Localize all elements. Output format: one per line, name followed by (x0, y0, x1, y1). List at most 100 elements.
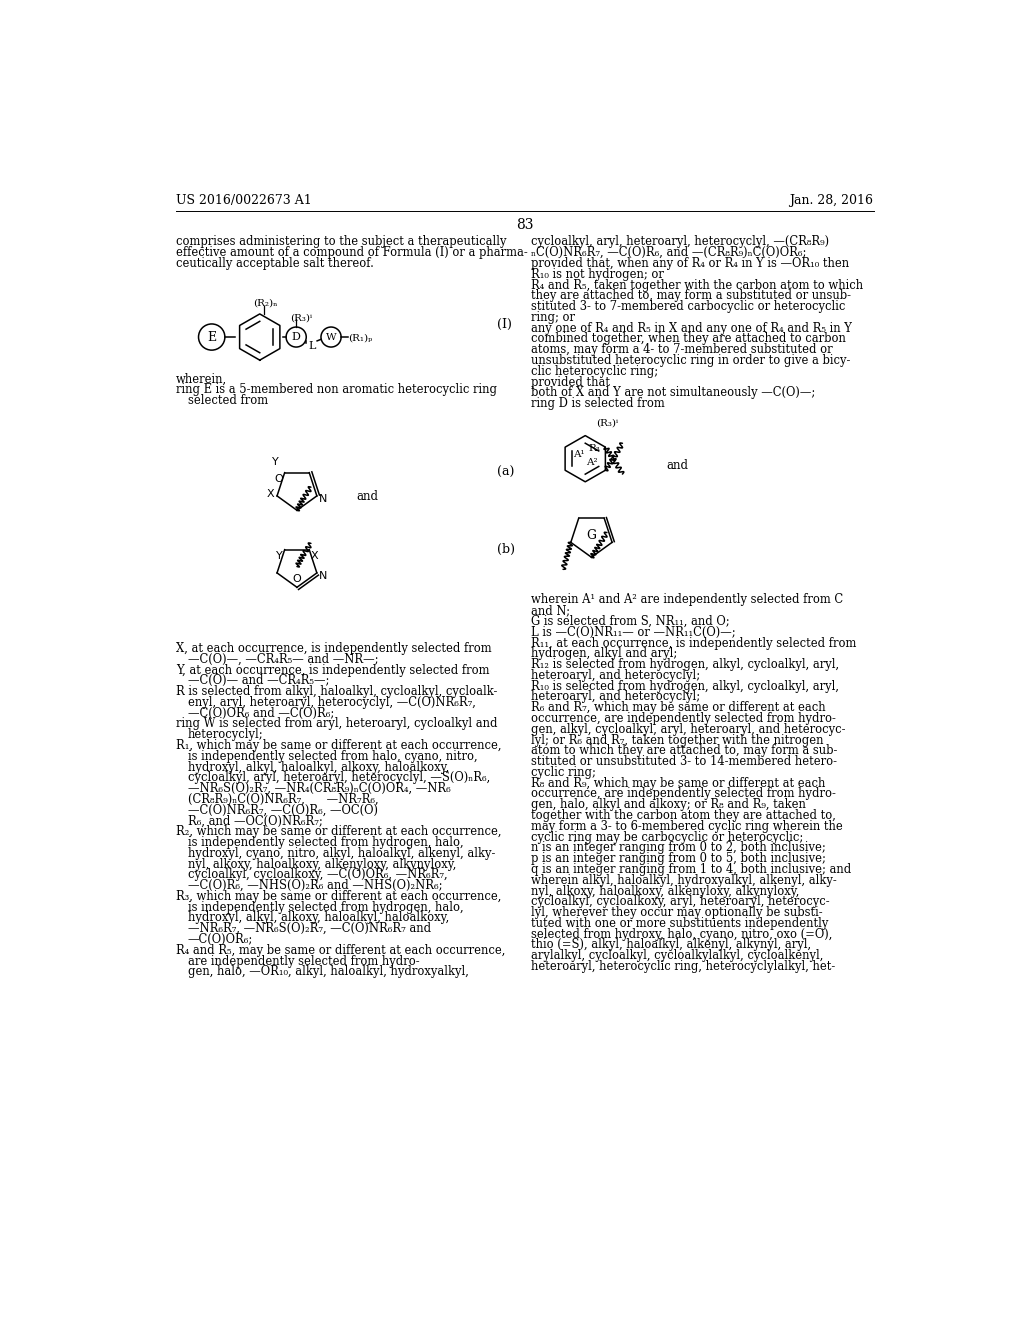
Text: ring W is selected from aryl, heteroaryl, cycloalkyl and: ring W is selected from aryl, heteroaryl… (176, 718, 498, 730)
Text: —C(O)NR₆R₇, —C(O)R₆, —OC(O): —C(O)NR₆R₇, —C(O)R₆, —OC(O) (187, 804, 378, 817)
Text: provided that: provided that (531, 376, 610, 388)
Text: R₁, which may be same or different at each occurrence,: R₁, which may be same or different at ea… (176, 739, 502, 752)
Text: comprises administering to the subject a therapeutically: comprises administering to the subject a… (176, 235, 507, 248)
Text: stituted or unsubstituted 3- to 14-membered hetero-: stituted or unsubstituted 3- to 14-membe… (531, 755, 837, 768)
Text: L is —C(O)NR₁₁— or —NR₁₁C(O)—;: L is —C(O)NR₁₁— or —NR₁₁C(O)—; (531, 626, 735, 639)
Text: arylalkyl, cycloalkyl, cycloalkylalkyl, cycloalkenyl,: arylalkyl, cycloalkyl, cycloalkylalkyl, … (531, 949, 823, 962)
Text: (I): (I) (497, 318, 512, 331)
Text: gen, halo, alkyl and alkoxy; or R₈ and R₉, taken: gen, halo, alkyl and alkoxy; or R₈ and R… (531, 799, 806, 812)
Text: hydroxyl, alkyl, haloalkyl, alkoxy, haloalkoxy,: hydroxyl, alkyl, haloalkyl, alkoxy, halo… (187, 760, 449, 774)
Text: A²: A² (586, 458, 597, 467)
Text: R₁₁, at each occurrence, is independently selected from: R₁₁, at each occurrence, is independentl… (531, 636, 856, 649)
Text: occurrence, are independently selected from hydro-: occurrence, are independently selected f… (531, 711, 836, 725)
Text: cyclic ring;: cyclic ring; (531, 766, 596, 779)
Text: cycloalkyl, aryl, heteroaryl, heterocyclyl, —S(O)ₙR₆,: cycloalkyl, aryl, heteroaryl, heterocycl… (187, 771, 489, 784)
Text: and: and (356, 490, 379, 503)
Text: (R₂)ₙ: (R₂)ₙ (254, 298, 279, 308)
Text: both of X and Y are not simultaneously —C(O)—;: both of X and Y are not simultaneously —… (531, 387, 815, 400)
Text: cycloalkyl, cycloalkoxy, —C(O)OR₆, —NR₆R₇,: cycloalkyl, cycloalkoxy, —C(O)OR₆, —NR₆R… (187, 869, 447, 882)
Text: are independently selected from hydro-: are independently selected from hydro- (187, 954, 419, 968)
Text: gen, alkyl, cycloalkyl, aryl, heteroaryl, and heterocyc-: gen, alkyl, cycloalkyl, aryl, heteroaryl… (531, 723, 846, 735)
Text: ring; or: ring; or (531, 312, 575, 323)
Text: X: X (267, 490, 274, 499)
Text: and: and (667, 459, 688, 471)
Text: atoms, may form a 4- to 7-membered substituted or: atoms, may form a 4- to 7-membered subst… (531, 343, 833, 356)
Text: q is an integer ranging from 1 to 4, both inclusive; and: q is an integer ranging from 1 to 4, bot… (531, 863, 851, 876)
Text: any one of R₄ and R₅ in X and any one of R₄ and R₅ in Y: any one of R₄ and R₅ in X and any one of… (531, 322, 852, 335)
Text: (b): (b) (497, 544, 515, 557)
Text: combined together, when they are attached to carbon: combined together, when they are attache… (531, 333, 846, 346)
Text: R₂, which may be same or different at each occurrence,: R₂, which may be same or different at ea… (176, 825, 502, 838)
Text: nyl, alkoxy, haloalkoxy, alkenyloxy, alkynyloxy,: nyl, alkoxy, haloalkoxy, alkenyloxy, alk… (531, 884, 800, 898)
Text: enyl, aryl, heteroaryl, heterocyclyl, —C(O)NR₆R₇,: enyl, aryl, heteroaryl, heterocyclyl, —C… (187, 696, 475, 709)
Text: wherein A¹ and A² are independently selected from C: wherein A¹ and A² are independently sele… (531, 594, 843, 606)
Text: may form a 3- to 6-membered cyclic ring wherein the: may form a 3- to 6-membered cyclic ring … (531, 820, 843, 833)
Text: R₁₀ is not hydrogen; or: R₁₀ is not hydrogen; or (531, 268, 664, 281)
Text: R₆, and —OC(O)NR₆R₇;: R₆, and —OC(O)NR₆R₇; (187, 814, 323, 828)
Text: G is selected from S, NR₁₁, and O;: G is selected from S, NR₁₁, and O; (531, 615, 730, 628)
Text: (a): (a) (497, 466, 514, 479)
Text: is independently selected from hydrogen, halo,: is independently selected from hydrogen,… (187, 836, 463, 849)
Text: R₁₀ is selected from hydrogen, alkyl, cycloalkyl, aryl,: R₁₀ is selected from hydrogen, alkyl, cy… (531, 680, 839, 693)
Text: (CR₈R₉)ₙC(O)NR₆R₇,      —NR₇R₆,: (CR₈R₉)ₙC(O)NR₆R₇, —NR₇R₆, (187, 793, 378, 807)
Text: hydroxyl, cyano, nitro, alkyl, haloalkyl, alkenyl, alky-: hydroxyl, cyano, nitro, alkyl, haloalkyl… (187, 847, 495, 859)
Text: lyl; or R₆ and R₇, taken together with the nitrogen: lyl; or R₆ and R₇, taken together with t… (531, 734, 823, 747)
Text: heterocyclyl;: heterocyclyl; (187, 729, 263, 742)
Text: R₁₂ is selected from hydrogen, alkyl, cycloalkyl, aryl,: R₁₂ is selected from hydrogen, alkyl, cy… (531, 659, 839, 671)
Text: lyl, wherever they occur may optionally be substi-: lyl, wherever they occur may optionally … (531, 906, 822, 919)
Text: cycloalkyl, aryl, heteroaryl, heterocyclyl, —(CR₈R₉): cycloalkyl, aryl, heteroaryl, heterocycl… (531, 235, 829, 248)
Text: occurrence, are independently selected from hydro-: occurrence, are independently selected f… (531, 788, 836, 800)
Text: Y: Y (275, 552, 283, 561)
Text: O: O (293, 574, 301, 585)
Text: Jan. 28, 2016: Jan. 28, 2016 (790, 194, 873, 207)
Text: (R₃)ⁱ: (R₃)ⁱ (596, 418, 618, 428)
Text: O: O (274, 474, 283, 484)
Text: heteroaryl, heterocyclic ring, heterocyclylalkyl, het-: heteroaryl, heterocyclic ring, heterocyc… (531, 960, 836, 973)
Text: selected from: selected from (187, 395, 268, 407)
Text: —C(O)—, —CR₄R₅— and —NR—;: —C(O)—, —CR₄R₅— and —NR—; (187, 653, 378, 665)
Text: R₄ and R₅, taken together with the carbon atom to which: R₄ and R₅, taken together with the carbo… (531, 279, 863, 292)
Text: R₃: R₃ (589, 444, 600, 453)
Text: and N;: and N; (531, 605, 570, 618)
Text: together with the carbon atom they are attached to,: together with the carbon atom they are a… (531, 809, 836, 822)
Text: is independently selected from halo, cyano, nitro,: is independently selected from halo, cya… (187, 750, 477, 763)
Text: heteroaryl, and heterocyclyl;: heteroaryl, and heterocyclyl; (531, 690, 700, 704)
Text: D: D (292, 333, 301, 342)
Text: A¹: A¹ (573, 450, 585, 458)
Text: unsubstituted heterocyclic ring in order to give a bicy-: unsubstituted heterocyclic ring in order… (531, 354, 850, 367)
Text: ₙC(O)NR₆R₇, —C(O)R₆, and —(CR₈R₉)ₙC(O)OR₆;: ₙC(O)NR₆R₇, —C(O)R₆, and —(CR₈R₉)ₙC(O)OR… (531, 246, 806, 259)
Text: p is an integer ranging from 0 to 5, both inclusive;: p is an integer ranging from 0 to 5, bot… (531, 853, 826, 865)
Text: nyl, alkoxy, haloalkoxy, alkenyloxy, alkynyloxy,: nyl, alkoxy, haloalkoxy, alkenyloxy, alk… (187, 858, 456, 871)
Text: selected from hydroxy, halo, cyano, nitro, oxo (=O),: selected from hydroxy, halo, cyano, nitr… (531, 928, 833, 941)
Text: N: N (318, 495, 327, 504)
Text: ceutically acceptable salt thereof.: ceutically acceptable salt thereof. (176, 257, 374, 271)
Text: hydroxyl, alkyl, alkoxy, haloalkyl, haloalkoxy,: hydroxyl, alkyl, alkoxy, haloalkyl, halo… (187, 911, 449, 924)
Text: cyclic ring may be carbocyclic or heterocyclic;: cyclic ring may be carbocyclic or hetero… (531, 830, 803, 843)
Text: ring E is a 5-membered non aromatic heterocyclic ring: ring E is a 5-membered non aromatic hete… (176, 383, 497, 396)
Text: R₈ and R₉, which may be same or different at each: R₈ and R₉, which may be same or differen… (531, 776, 825, 789)
Text: stituted 3- to 7-membered carbocyclic or heterocyclic: stituted 3- to 7-membered carbocyclic or… (531, 300, 846, 313)
Text: Y, at each occurrence, is independently selected from: Y, at each occurrence, is independently … (176, 664, 489, 677)
Text: cycloalkyl, cycloalkoxy, aryl, heteroaryl, heterocyc-: cycloalkyl, cycloalkoxy, aryl, heteroary… (531, 895, 829, 908)
Text: —C(O)OR₆;: —C(O)OR₆; (187, 933, 253, 946)
Text: n is an integer ranging from 0 to 2, both inclusive;: n is an integer ranging from 0 to 2, bot… (531, 841, 825, 854)
Text: —C(O)R₆, —NHS(O)₂R₆ and —NHS(O)₂NR₆;: —C(O)R₆, —NHS(O)₂R₆ and —NHS(O)₂NR₆; (187, 879, 442, 892)
Text: —NR₆R₇, —NR₆S(O)₂R₇, —C(O)NR₆R₇ and: —NR₆R₇, —NR₆S(O)₂R₇, —C(O)NR₆R₇ and (187, 923, 431, 936)
Text: L: L (308, 342, 315, 351)
Text: X, at each occurrence, is independently selected from: X, at each occurrence, is independently … (176, 642, 492, 655)
Text: R is selected from alkyl, haloalkyl, cycloalkyl, cycloalk-: R is selected from alkyl, haloalkyl, cyc… (176, 685, 498, 698)
Text: effective amount of a compound of Formula (I) or a pharma-: effective amount of a compound of Formul… (176, 246, 527, 259)
Text: W: W (326, 333, 336, 342)
Text: R₄ and R₅, may be same or different at each occurrence,: R₄ and R₅, may be same or different at e… (176, 944, 506, 957)
Text: Y: Y (271, 457, 279, 466)
Text: (R₃)ⁱ: (R₃)ⁱ (290, 314, 312, 323)
Text: —C(O)— and —CR₄R₅—;: —C(O)— and —CR₄R₅—; (187, 675, 329, 688)
Text: they are attached to, may form a substituted or unsub-: they are attached to, may form a substit… (531, 289, 851, 302)
Text: R₃, which may be same or different at each occurrence,: R₃, which may be same or different at ea… (176, 890, 502, 903)
Text: clic heterocyclic ring;: clic heterocyclic ring; (531, 364, 658, 378)
Text: 83: 83 (516, 218, 534, 232)
Text: thio (=S), alkyl, haloalkyl, alkenyl, alkynyl, aryl,: thio (=S), alkyl, haloalkyl, alkenyl, al… (531, 939, 811, 952)
Text: (R₁)ₚ: (R₁)ₚ (348, 333, 373, 342)
Text: N: N (318, 572, 327, 581)
Text: R₆ and R₇, which may be same or different at each: R₆ and R₇, which may be same or differen… (531, 701, 825, 714)
